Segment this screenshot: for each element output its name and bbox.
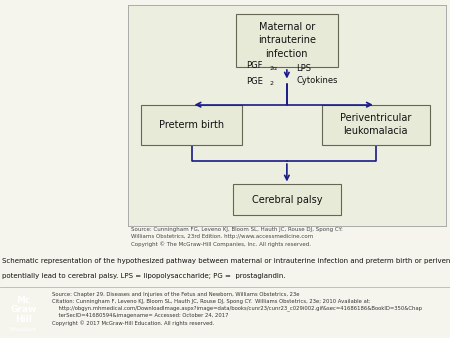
FancyBboxPatch shape <box>236 14 338 67</box>
Text: potentially lead to cerebral palsy. LPS = lipopolysaccharide; PG =  prostaglandi: potentially lead to cerebral palsy. LPS … <box>2 273 286 279</box>
Text: Hill: Hill <box>15 315 32 324</box>
Text: Graw: Graw <box>10 305 37 314</box>
Text: LPS
Cytokines: LPS Cytokines <box>297 64 338 84</box>
FancyBboxPatch shape <box>233 185 341 215</box>
Text: Source: Cunningham FG, Leveno KJ, Bloom SL, Hauth JC, Rouse DJ, Spong CY:
Willia: Source: Cunningham FG, Leveno KJ, Bloom … <box>131 227 343 247</box>
Text: Source: Chapter 29. Diseases and Injuries of the Fetus and Newborn, Williams Obs: Source: Chapter 29. Diseases and Injurie… <box>52 292 422 327</box>
Text: 2α: 2α <box>270 66 278 71</box>
FancyBboxPatch shape <box>322 105 430 145</box>
FancyBboxPatch shape <box>141 105 243 145</box>
Text: Mc: Mc <box>17 296 31 305</box>
Text: Maternal or
intrauterine
infection: Maternal or intrauterine infection <box>258 22 316 59</box>
Text: Schematic representation of the hypothesized pathway between maternal or intraut: Schematic representation of the hypothes… <box>2 258 450 264</box>
Text: Preterm birth: Preterm birth <box>159 120 224 129</box>
Text: PGF: PGF <box>246 62 262 70</box>
Text: Education: Education <box>10 327 37 332</box>
Text: PGE: PGE <box>246 77 262 86</box>
Text: Periventricular
leukomalacia: Periventricular leukomalacia <box>340 113 411 136</box>
Text: 2: 2 <box>270 81 274 86</box>
Text: Cerebral palsy: Cerebral palsy <box>252 195 322 205</box>
